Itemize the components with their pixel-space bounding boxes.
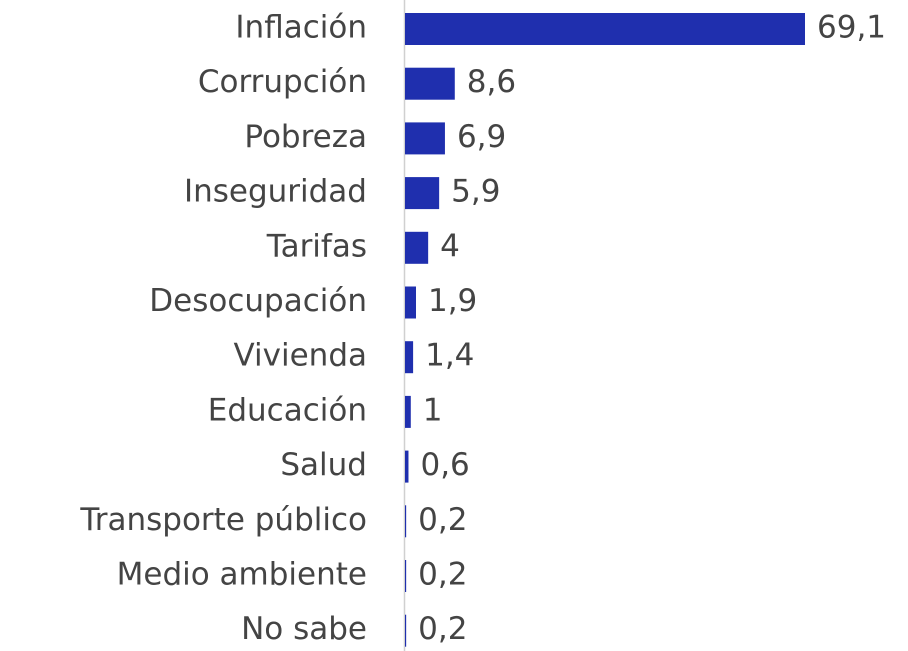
bar: [405, 67, 455, 100]
category-label: Tarifas: [266, 228, 367, 264]
category-label: Inseguridad: [184, 174, 367, 210]
bar: [405, 286, 416, 319]
bar: [405, 614, 407, 647]
category-label: Educación: [208, 392, 367, 428]
bar: [405, 231, 429, 264]
value-label: 5,9: [451, 174, 500, 210]
bar: [405, 177, 440, 210]
category-label: Corrupción: [198, 64, 367, 100]
value-label: 1,9: [428, 283, 477, 319]
value-label: 1,4: [425, 338, 474, 374]
bar: [405, 450, 409, 483]
bar: [405, 560, 407, 592]
category-label: No sabe: [241, 611, 367, 647]
bar: [405, 122, 445, 155]
value-label: 1: [423, 392, 443, 428]
category-label: Medio ambiente: [117, 557, 367, 593]
value-label: 6,9: [457, 119, 506, 155]
value-label: 0,2: [418, 557, 467, 593]
value-label: 8,6: [467, 64, 516, 100]
bar: [405, 13, 805, 45]
category-label: Vivienda: [234, 338, 368, 374]
value-label: 4: [440, 228, 460, 264]
value-label: 0,2: [418, 502, 467, 538]
category-label: Salud: [280, 447, 367, 483]
category-label: Pobreza: [244, 119, 367, 155]
bar: [405, 341, 414, 374]
bar: [405, 505, 407, 538]
value-label: 69,1: [817, 10, 886, 46]
value-label: 0,2: [418, 611, 467, 647]
category-label: Transporte público: [79, 502, 367, 538]
bar: [405, 395, 411, 428]
value-label: 0,6: [420, 447, 469, 483]
category-label: Inflación: [235, 10, 367, 46]
category-label: Desocupación: [149, 283, 367, 319]
